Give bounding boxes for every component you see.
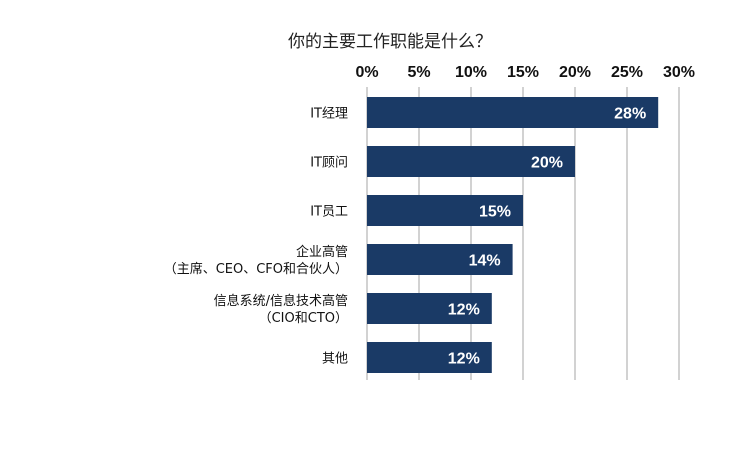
- category-label: IT顾问: [310, 156, 348, 171]
- category-label: 其他: [322, 352, 348, 367]
- data-label: 20%: [531, 155, 563, 172]
- bar: [367, 244, 513, 275]
- chart-title: 你的主要工作职能是什么？: [288, 32, 492, 52]
- x-tick-label: 5%: [407, 64, 430, 81]
- bar: [367, 97, 659, 128]
- data-label: 12%: [448, 351, 480, 368]
- category-label: IT经理: [310, 107, 348, 122]
- category-label: （CIO和CTO）: [259, 311, 348, 326]
- category-label: （主席、CEO、CFO和合伙人）: [164, 261, 348, 277]
- bars: 28% 20% 15% 14% 12% 12%: [367, 97, 659, 373]
- x-tick-label: 25%: [611, 64, 643, 81]
- gridlines: [366, 87, 680, 380]
- category-label: 企业高管: [296, 244, 348, 260]
- x-tick-label: 30%: [663, 64, 695, 81]
- data-label: 15%: [479, 204, 511, 221]
- bar: [367, 293, 492, 324]
- x-axis-ticks: 0% 5% 10% 15% 20% 25% 30%: [355, 64, 695, 81]
- x-tick-label: 0%: [355, 64, 378, 81]
- bar: [367, 342, 492, 373]
- data-label: 28%: [614, 106, 646, 123]
- bar: [367, 195, 523, 226]
- bar: [367, 146, 575, 177]
- category-label: 信息系统/信息技术高管: [214, 293, 348, 309]
- x-tick-label: 20%: [559, 64, 591, 81]
- x-tick-label: 15%: [507, 64, 539, 81]
- data-label: 14%: [469, 253, 501, 270]
- category-label: IT员工: [310, 205, 348, 220]
- x-tick-label: 10%: [455, 64, 487, 81]
- data-label: 12%: [448, 302, 480, 319]
